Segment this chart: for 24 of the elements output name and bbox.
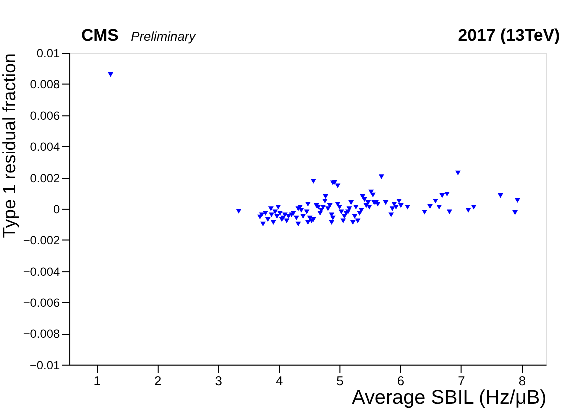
chart-subtitle: Preliminary (131, 29, 198, 44)
y-tick-label: −0.008 (23, 327, 60, 342)
x-tick-label: 2 (154, 373, 162, 388)
x-tick-label: 8 (518, 373, 526, 388)
text: 2017 (13TeV) (458, 26, 560, 46)
x-axis-title: Average SBIL (Hz/μB) (352, 387, 547, 410)
y-tick-label: 0.004 (30, 140, 60, 154)
y-axis-title: Type 1 residual fraction (0, 54, 20, 238)
y-tick-label: −0.004 (23, 264, 60, 279)
x-tick-label: 7 (458, 373, 466, 388)
y-tick-label: 0.008 (30, 78, 60, 92)
y-tick-label: 0.002 (30, 171, 60, 186)
y-tick-label: 0 (53, 202, 60, 216)
y-tick-label: −0.01 (30, 358, 60, 372)
x-tick-label: 1 (94, 373, 101, 388)
y-tick-label: −0.006 (23, 296, 60, 310)
x-tick-label: 6 (397, 373, 405, 388)
y-tick-label: 0.01 (36, 46, 60, 61)
chart-title: CMS (81, 26, 119, 46)
y-tick-label: −0.002 (23, 234, 60, 248)
x-tick-label: 4 (276, 373, 284, 388)
y-tick-label: 0.006 (30, 108, 60, 123)
x-tick-label: 3 (215, 373, 222, 388)
x-tick-label: 5 (336, 373, 344, 388)
